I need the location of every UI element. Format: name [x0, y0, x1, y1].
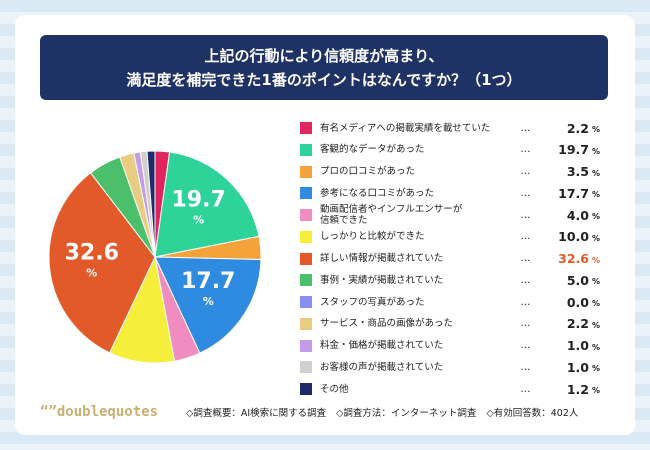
legend-row: プロの口コミがあった … 3.5% [300, 162, 600, 182]
value-label: 10.0 [558, 229, 589, 245]
footer: “”doublequotes ◇調査概要：AI検索に関する調査 ◇調査方法：イン… [40, 402, 620, 422]
value-label: 0.0 [566, 294, 589, 310]
legend-swatch [300, 187, 312, 200]
leader: … [520, 253, 531, 264]
unit-label: % [592, 364, 601, 374]
leader: … [520, 383, 531, 395]
legend-swatch [300, 361, 312, 374]
value-label: 1.2 [566, 381, 589, 397]
legend-label: プロの口コミがあった [320, 166, 416, 177]
footer-note: ◇有効回答数：402人 [486, 408, 579, 419]
legend-swatch [300, 252, 312, 265]
value-label: 3.5 [566, 164, 589, 179]
unit-label: % [592, 299, 601, 308]
footer-note: ◇調査方法：インターネット調査 [336, 408, 477, 419]
legend-label: しっかりと比較ができた [320, 231, 425, 243]
slice-value-label: 17.7 [181, 269, 235, 294]
slice-value-label: 19.7 [172, 188, 226, 213]
legend-swatch [300, 230, 312, 243]
leader: … [520, 166, 531, 177]
pie-slice [48, 172, 156, 354]
legend-label: 料金・価格が掲載されていた [320, 340, 444, 351]
legend-label: 有名メディアへの掲載実績を載せていた [320, 122, 491, 134]
legend-swatch [300, 317, 312, 330]
unit-label: % [592, 212, 601, 221]
value-label: 4.0 [566, 207, 589, 223]
pie-slice [154, 151, 260, 258]
legend-row: 動画配信者やインフルエンサーが 信頼できた … 4.0% [300, 204, 601, 226]
value-label: 32.6 [558, 251, 589, 266]
legend-row: スタッフの写真があった … 0.0% [300, 292, 600, 312]
legend-row: 参考になる口コミがあった … 17.7% [300, 183, 600, 203]
legend-swatch [300, 122, 312, 134]
legend-swatch [300, 209, 312, 221]
leader: … [520, 144, 531, 156]
legend-row: お客様の声が掲載されていた … 1.0% [300, 357, 600, 377]
value-label: 2.2 [566, 316, 589, 332]
unit-label: % [592, 146, 601, 156]
pie-slice [146, 150, 156, 258]
title-box: 上記の行動により信頼度が高まり、 満足度を補完できた1番のポイントはなんですか？… [40, 35, 608, 100]
pie-slice [154, 256, 262, 354]
title-line: 満足度を補完できた1番のポイントはなんですか？（1つ） [126, 70, 522, 89]
legend-label: 参考になる口コミがあった [320, 187, 435, 199]
slice-unit-label: % [203, 295, 214, 308]
unit-label: % [592, 386, 601, 395]
unit-label: % [592, 233, 601, 243]
legend-row: 料金・価格が掲載されていた … 1.0% [300, 336, 600, 356]
unit-label: % [592, 190, 601, 200]
legend-label: 事例・実績が掲載されていた [320, 274, 444, 286]
legend-label: スタッフの写真があった [320, 296, 425, 308]
legend-swatch [300, 383, 312, 395]
leader: … [520, 361, 531, 373]
legend-row: その他 … 1.2% [300, 379, 600, 399]
legend-label: 詳しい情報が掲載されていた [320, 253, 444, 264]
leader: … [520, 209, 531, 221]
unit-label: % [592, 342, 601, 352]
leader: … [520, 122, 531, 134]
unit-label: % [592, 277, 601, 287]
leader: … [520, 231, 531, 243]
legend-swatch [300, 296, 312, 308]
value-label: 19.7 [558, 142, 589, 158]
logo: “”doublequotes [40, 404, 159, 420]
leader: … [520, 318, 531, 330]
legend-label: 動画配信者やインフルエンサーが 信頼できた [320, 204, 463, 226]
leader: … [520, 340, 531, 351]
legend-swatch [300, 165, 312, 178]
footer-note: ◇調査概要：AI検索に関する調査 [186, 408, 327, 419]
unit-label: % [592, 320, 601, 330]
legend-row: 詳しい情報が掲載されていた … 32.6% [300, 249, 600, 269]
unit-label: % [592, 168, 601, 178]
legend-swatch [300, 274, 312, 287]
legend-swatch [300, 339, 312, 352]
slice-unit-label: % [193, 214, 204, 227]
leader: … [520, 187, 531, 199]
legend-label: その他 [320, 383, 349, 395]
legend-label: サービス・商品の画像があった [320, 318, 454, 330]
value-label: 2.2 [566, 120, 589, 136]
legend-row: 客観的なデータがあった … 19.7% [300, 140, 600, 160]
title-line: 上記の行動により信頼度が高まり、 [204, 46, 444, 65]
leader: … [520, 274, 531, 286]
leader: … [520, 296, 531, 308]
legend-row: 事例・実績が掲載されていた … 5.0% [300, 270, 600, 290]
legend-row: 有名メディアへの掲載実績を載せていた … 2.2% [300, 118, 600, 138]
legend-label: 客観的なデータがあった [320, 144, 425, 156]
legend-row: しっかりと比較ができた … 10.0% [300, 227, 600, 247]
value-label: 1.0 [566, 338, 589, 353]
unit-label: % [592, 125, 601, 134]
slice-unit-label: % [86, 267, 97, 280]
legend-swatch [300, 143, 312, 156]
legend-row: サービス・商品の画像があった … 2.2% [300, 314, 600, 334]
slice-value-label: 32.6 [65, 241, 119, 266]
value-label: 1.0 [566, 359, 589, 375]
value-label: 17.7 [558, 185, 589, 201]
value-label: 5.0 [566, 272, 589, 288]
legend-label: お客様の声が掲載されていた [320, 361, 444, 373]
unit-label: % [592, 255, 601, 265]
